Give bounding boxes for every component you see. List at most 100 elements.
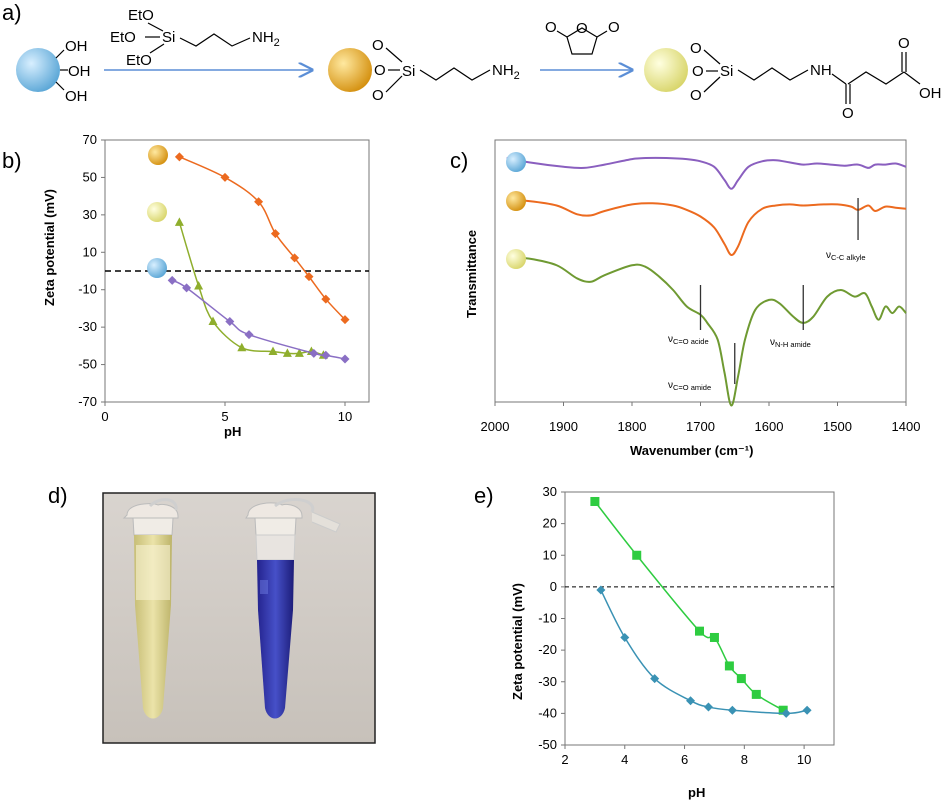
succinic-anhydride-icon: O O O	[545, 19, 620, 55]
o-label-prod-3: O	[690, 87, 702, 104]
chart-b-series-0-fit-line	[179, 156, 346, 321]
panel-label-c: c)	[450, 148, 468, 173]
chart-b-legend-amine-icon	[148, 145, 168, 165]
chart-b-legend-carboxyl-icon	[147, 202, 167, 222]
chart-b-ytick-label: 50	[83, 169, 97, 184]
chart-e-ytick-label: 10	[543, 547, 557, 562]
chart-e-series-0-fit-line	[594, 501, 784, 711]
chart-b-series-0-point	[304, 272, 314, 282]
chart-b-series-0-point	[340, 315, 350, 325]
oh-label-2: OH	[68, 63, 91, 80]
chart-e-xtick-label: 6	[681, 752, 688, 767]
nh-label-prod: NH	[810, 62, 832, 79]
chart-e-ytick-label: -40	[538, 705, 557, 720]
o-label-amide: O	[842, 105, 854, 122]
chart-e-ytick-label: 0	[550, 579, 557, 594]
o-label-prod-2: O	[692, 63, 704, 80]
chart-b-series-2-point	[167, 275, 177, 285]
chart-b-series-0-point	[254, 197, 264, 207]
chart-c-ylabel: Transmittance	[464, 230, 479, 318]
chart-e-ylabel: Zeta potential (mV)	[510, 583, 525, 700]
si-label-prod: Si	[720, 63, 733, 80]
chart-c-legend-carboxyl-icon	[506, 249, 526, 269]
chart-c-spectrum-0	[506, 156, 907, 190]
chart-e-series-0-point	[751, 689, 761, 699]
panel-label-e: e)	[474, 483, 494, 508]
carboxyl-particle-icon	[644, 48, 688, 92]
chart-c-xtick-label: 1400	[892, 419, 921, 434]
chart-e-series-0-point	[695, 626, 704, 636]
bare-particle-icon	[16, 48, 60, 92]
chart-b-ylabel: Zeta potential (mV)	[42, 189, 57, 306]
chart-b-series-1-point	[237, 342, 247, 352]
chart-e-series-0-point	[778, 705, 788, 715]
chart-c-legend-bare-icon	[506, 152, 526, 172]
chart-b-series-0-point	[290, 253, 300, 263]
chart-e-xtick-label: 4	[621, 752, 628, 767]
chart-e-xtick-label: 2	[561, 752, 568, 767]
chart-e-series-1-point	[727, 705, 737, 715]
chart-b-xtick-label: 0	[101, 409, 108, 424]
chart-e-ytick-label: -10	[538, 611, 557, 626]
chart-b-series-2-fit-line	[171, 279, 346, 360]
chart-e-series-1-point	[650, 674, 660, 684]
o-label-prod-1: O	[690, 40, 702, 57]
svg-text:O: O	[576, 20, 588, 37]
panel-label-a: a)	[2, 0, 22, 25]
chart-c-xtick-label: 1800	[618, 419, 647, 434]
chart-b-series-1-point	[194, 280, 204, 290]
reaction-scheme: OH OH OH EtO EtO EtO Si NH2 O O O Si NH2…	[16, 7, 942, 122]
chart-c-xlabel: Wavenumber (cm⁻¹)	[630, 443, 753, 458]
chart-e-series-1-point	[781, 708, 791, 718]
chart-c-annotation-2: νN-H amide	[770, 337, 811, 349]
chart-b-series-1-point	[282, 348, 292, 357]
chart-b-xtick-label: 5	[221, 409, 228, 424]
chart-c-spectrum-2	[506, 256, 907, 407]
chart-b-series-2-point	[309, 348, 319, 358]
o-label-int-3: O	[372, 87, 384, 104]
chart-e-series-1-point	[802, 705, 812, 715]
blue-vial	[245, 497, 341, 719]
chart-b-ytick-label: 10	[83, 244, 97, 259]
chart-b-series-1-point	[294, 348, 304, 357]
chart-c-plot-area	[494, 139, 907, 403]
panel-label-d: d)	[48, 483, 68, 508]
chart-e-series-1-point	[686, 696, 696, 706]
chart-b-series-1-point	[208, 316, 218, 326]
o-label-int-1: O	[372, 37, 384, 54]
chart-e-xlabel: pH	[688, 785, 705, 800]
chart-c-annotation-0: νC=O acide	[668, 334, 709, 346]
oh-label-1: OH	[65, 38, 88, 55]
chart-b-series-0-point	[220, 172, 230, 182]
chart-e-series-0-point	[709, 632, 719, 642]
chart-c-annotation-1: νC=O amide	[668, 380, 711, 392]
chart-b-ytick-label: -50	[78, 357, 97, 372]
panel-label-b: b)	[2, 148, 22, 173]
chart-e-ytick-label: 20	[543, 516, 557, 531]
chart-c-legend-amine-icon	[506, 191, 526, 211]
chart-c-xtick-label: 1500	[823, 419, 852, 434]
chart-e-series-1-point	[703, 702, 713, 712]
svg-text:O: O	[545, 19, 557, 36]
oh-label-acid: OH	[919, 85, 942, 102]
chart-e-series-1-point	[620, 632, 630, 642]
svg-text:O: O	[608, 19, 620, 36]
chart-c-xtick-label: 1600	[755, 419, 784, 434]
chart-e-series-0-point	[724, 661, 734, 671]
chart-b-xlabel: pH	[224, 424, 241, 439]
nh2-label-aptes: NH2	[252, 29, 280, 49]
si-label-aptes: Si	[162, 29, 175, 46]
chart-b-ytick-label: -70	[78, 394, 97, 409]
chart-c: 2000 1900 1800 1700 1600 1500 1400 νC=O acide ν…	[464, 139, 921, 458]
chart-c-xtick-label: 1700	[686, 419, 715, 434]
chart-e-plot-area	[564, 491, 835, 746]
o-label-int-2: O	[374, 62, 386, 79]
chart-b-xtick-label: 10	[338, 409, 352, 424]
chart-e-xtick-label: 10	[797, 752, 811, 767]
vial-photo	[102, 492, 376, 744]
chart-b-series-2-point	[340, 354, 350, 364]
si-label-int: Si	[402, 63, 415, 80]
chart-b-legend-bare-icon	[147, 258, 167, 278]
chart-e-series-0-point	[590, 496, 600, 506]
